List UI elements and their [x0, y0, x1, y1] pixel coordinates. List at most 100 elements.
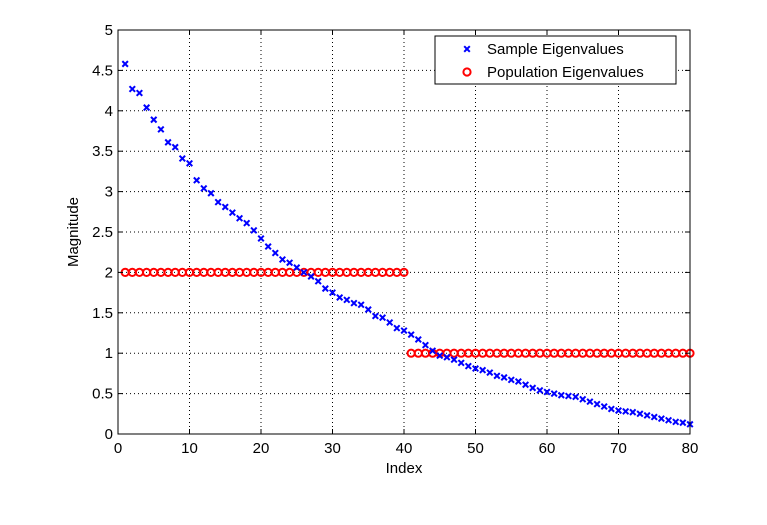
sample-eigenvalue-point	[543, 388, 551, 396]
sample-eigenvalue-point	[572, 393, 580, 401]
population-eigenvalue-point	[399, 267, 409, 277]
sample-eigenvalue-point	[371, 312, 379, 320]
sample-eigenvalue-point	[536, 386, 544, 394]
sample-eigenvalue-point	[214, 198, 222, 206]
x-tick-label: 70	[610, 440, 627, 457]
sample-eigenvalue-point	[614, 407, 623, 415]
sample-eigenvalue-point	[386, 318, 394, 327]
sample-eigenvalue-point	[121, 60, 129, 68]
x-tick-label: 40	[396, 440, 413, 457]
sample-eigenvalue-point	[429, 347, 437, 355]
sample-eigenvalue-point	[321, 285, 329, 293]
sample-eigenvalue-point	[414, 335, 422, 343]
sample-eigenvalue-point	[307, 272, 315, 280]
sample-eigenvalue-point	[150, 116, 158, 124]
sample-eigenvalue-point	[679, 419, 687, 427]
y-tick-label: 2.5	[92, 224, 113, 241]
sample-eigenvalue-point	[629, 408, 637, 416]
legend-label-sample: Sample Eigenvalues	[487, 41, 624, 58]
y-tick-label: 1	[105, 345, 113, 362]
sample-eigenvalue-point	[443, 353, 451, 361]
sample-eigenvalue-point	[607, 405, 615, 413]
legend-label-population: Population Eigenvalues	[487, 64, 644, 81]
sample-eigenvalue-point	[228, 209, 236, 217]
sample-eigenvalue-point	[207, 189, 215, 197]
sample-eigenvalue-point	[493, 372, 501, 380]
sample-eigenvalue-point	[421, 341, 429, 349]
plot-series	[120, 60, 695, 428]
sample-eigenvalue-point	[479, 366, 487, 374]
y-tick-label: 3	[105, 184, 113, 201]
sample-eigenvalue-point	[236, 214, 244, 222]
x-tick-label: 60	[539, 440, 556, 457]
sample-eigenvalue-point	[564, 392, 572, 400]
y-tick-label: 5	[105, 22, 113, 39]
sample-eigenvalue-point	[593, 400, 601, 408]
sample-eigenvalue-point	[500, 373, 508, 381]
sample-eigenvalue-point	[393, 324, 401, 332]
sample-eigenvalue-point	[286, 259, 294, 267]
tick-labels: 0 10 20 30 40 50 60 70 80 0 0.5 1 1.5 2 2.5 3 3.5 4 4.5 5	[92, 22, 698, 457]
sample-eigenvalue-point	[407, 331, 415, 339]
legend: Sample Eigenvalues Population Eigenvalue…	[434, 35, 677, 85]
sample-eigenvalue-point	[164, 138, 172, 146]
sample-eigenvalue-point	[128, 85, 136, 93]
sample-eigenvalue-point	[350, 299, 358, 307]
legend-box	[434, 35, 677, 85]
sample-eigenvalue-point	[643, 411, 651, 419]
y-tick-label: 4.5	[92, 62, 113, 79]
sample-eigenvalue-point	[514, 377, 522, 385]
sample-eigenvalue-point	[300, 268, 308, 276]
sample-eigenvalue-point	[486, 369, 494, 377]
sample-eigenvalue-point	[579, 395, 587, 403]
axis-ticks	[117, 29, 691, 435]
x-tick-label: 30	[324, 440, 341, 457]
sample-eigenvalue-point	[243, 219, 251, 227]
sample-eigenvalue-point	[557, 391, 565, 399]
sample-eigenvalue-point	[586, 398, 594, 406]
sample-eigenvalue-point	[185, 159, 194, 167]
sample-eigenvalue-point	[665, 416, 673, 424]
x-tick-label: 0	[114, 440, 122, 457]
series-sample	[121, 60, 694, 428]
sample-eigenvalue-point	[221, 203, 229, 211]
sample-eigenvalue-point	[657, 415, 665, 423]
sample-eigenvalue-point	[522, 381, 530, 389]
sample-eigenvalue-point	[672, 418, 680, 426]
legend-circle-marker	[462, 67, 472, 77]
sample-eigenvalue-point	[650, 413, 658, 421]
x-tick-label: 20	[253, 440, 270, 457]
sample-eigenvalue-point	[364, 306, 372, 314]
y-tick-label: 4	[105, 103, 113, 120]
sample-eigenvalue-point	[264, 243, 272, 251]
sample-eigenvalue-point	[135, 89, 143, 97]
y-tick-label: 3.5	[92, 143, 113, 160]
series-population	[120, 267, 695, 358]
x-tick-label: 80	[682, 440, 699, 457]
sample-eigenvalue-point	[400, 327, 408, 335]
sample-eigenvalue-point	[529, 384, 537, 392]
sample-eigenvalue-point	[314, 277, 322, 285]
sample-eigenvalue-point	[450, 356, 458, 364]
sample-eigenvalue-point	[357, 301, 365, 309]
y-tick-label: 2	[105, 264, 113, 281]
y-tick-label: 0	[105, 426, 113, 443]
sample-eigenvalue-point	[178, 154, 186, 162]
sample-eigenvalue-point	[343, 296, 351, 304]
sample-eigenvalue-point	[471, 365, 480, 373]
sample-eigenvalue-point	[336, 293, 344, 301]
sample-eigenvalue-point	[271, 249, 279, 257]
sample-eigenvalue-point	[622, 407, 630, 415]
sample-eigenvalue-point	[600, 403, 608, 411]
sample-eigenvalue-point	[257, 234, 265, 242]
sample-eigenvalue-point	[278, 255, 286, 263]
x-tick-label: 10	[181, 440, 198, 457]
sample-eigenvalue-point	[200, 184, 208, 192]
sample-eigenvalue-point	[250, 226, 258, 234]
y-tick-label: 0.5	[92, 386, 113, 403]
y-axis-title: Magnitude	[65, 197, 82, 267]
sample-eigenvalue-point	[507, 376, 515, 384]
sample-eigenvalue-point	[636, 410, 644, 418]
x-tick-label: 50	[467, 440, 484, 457]
